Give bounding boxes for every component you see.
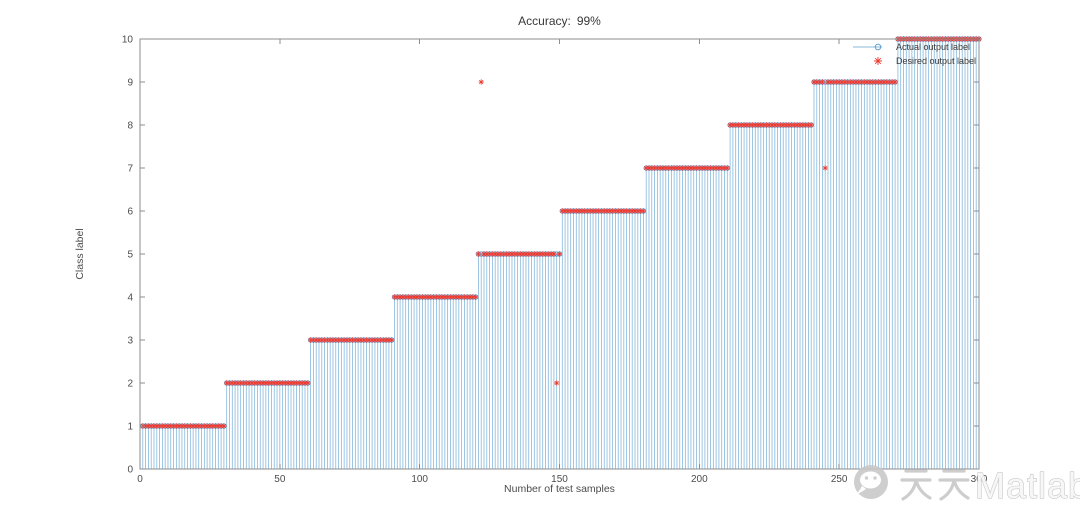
svg-text:200: 200 — [691, 474, 708, 485]
svg-text:250: 250 — [831, 474, 848, 485]
legend-item-label: Desired output label — [896, 55, 977, 66]
axis-ticks — [139, 38, 980, 470]
svg-text:2: 2 — [127, 379, 133, 390]
svg-text:1: 1 — [127, 422, 133, 433]
legend-item-label: Actual output label — [896, 41, 971, 52]
svg-text:6: 6 — [127, 207, 133, 218]
svg-text:100: 100 — [411, 474, 428, 485]
actual-stems — [142, 39, 980, 469]
legend: Actual output label Desired output label — [852, 40, 976, 67]
svg-text:150: 150 — [551, 474, 568, 485]
svg-text:9: 9 — [127, 78, 133, 89]
x-tick-labels: 0 50 100 150 200 250 300 — [137, 474, 988, 485]
y-tick-labels: 0 1 2 3 4 5 6 7 8 9 10 — [122, 35, 134, 476]
svg-text:0: 0 — [137, 474, 143, 485]
actual-markers — [140, 36, 982, 429]
plot-title: Accuracy: 99% — [518, 14, 601, 28]
y-axis-label: Class label — [74, 228, 86, 280]
axes-box — [139, 38, 980, 470]
asterisk-icon — [874, 56, 882, 65]
svg-text:10: 10 — [122, 35, 134, 46]
svg-text:8: 8 — [127, 121, 133, 132]
svg-text:7: 7 — [127, 164, 133, 175]
svg-text:3: 3 — [127, 336, 133, 347]
stem-line-icon — [853, 43, 882, 50]
legend-item-actual: Actual output label — [852, 40, 976, 53]
desired-markers — [140, 36, 982, 429]
svg-text:5: 5 — [127, 250, 133, 261]
svg-text:50: 50 — [274, 474, 286, 485]
svg-text:300: 300 — [971, 474, 988, 485]
legend-item-desired: Desired output label — [852, 54, 976, 67]
x-axis-label: Number of test samples — [504, 483, 615, 495]
svg-text:4: 4 — [127, 293, 133, 304]
svg-text:0: 0 — [127, 465, 133, 476]
